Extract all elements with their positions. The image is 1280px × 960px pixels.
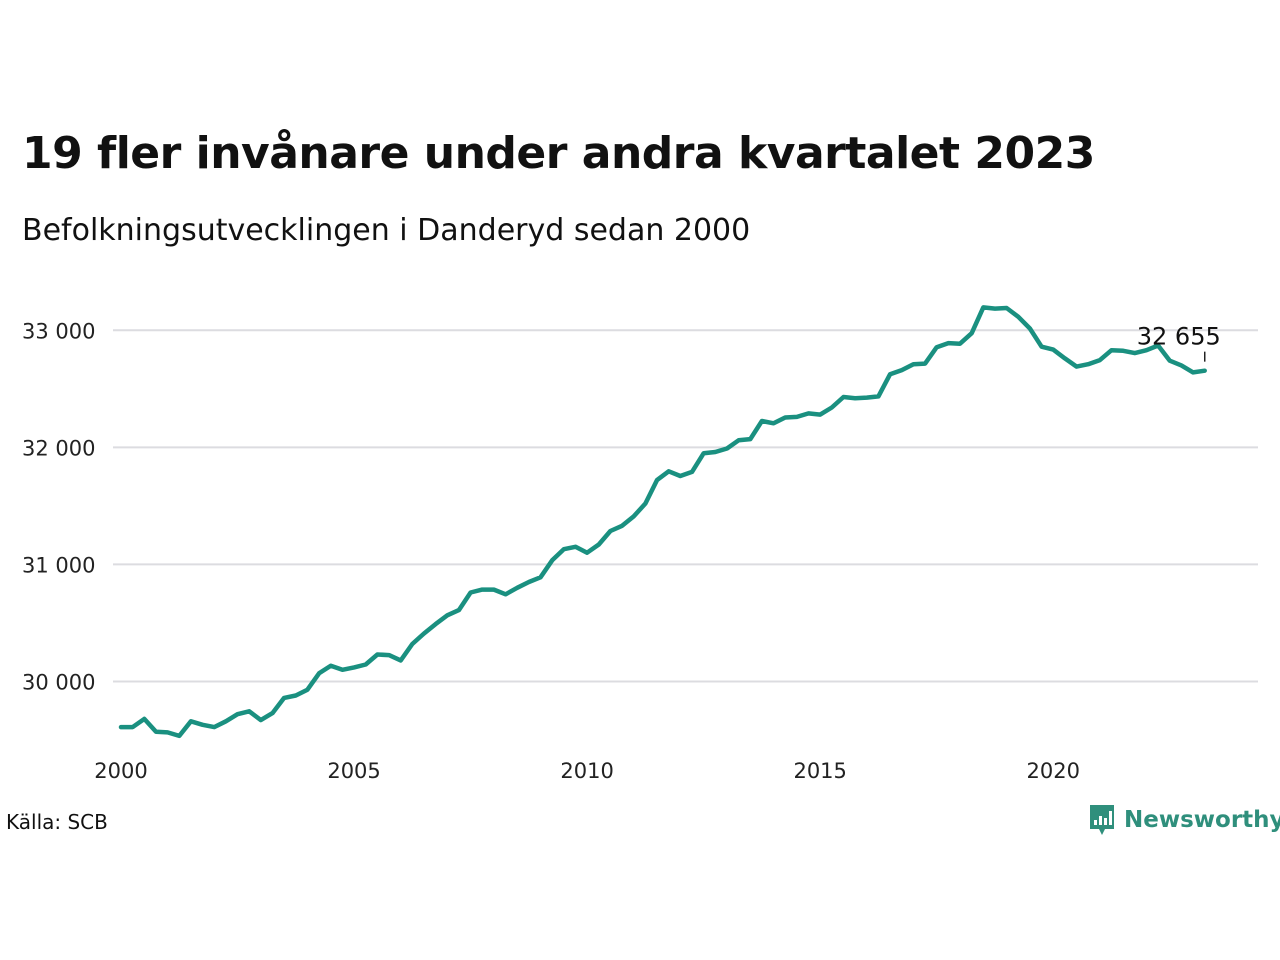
x-tick-label: 2000 [94, 759, 147, 783]
end-value-label: 32 655 [1137, 323, 1221, 351]
source-note: Källa: SCB [6, 810, 108, 834]
x-tick-label: 2010 [560, 759, 613, 783]
chart-subtitle: Befolkningsutvecklingen i Danderyd sedan… [22, 213, 751, 248]
grid-lines [113, 329, 1258, 683]
x-tick-label: 2020 [1027, 759, 1080, 783]
y-tick-label: 32 000 [22, 436, 95, 460]
series-line [118, 305, 1207, 739]
bar-chart-speech-bubble-icon [1090, 805, 1114, 835]
page-title: 19 fler invånare under andra kvartalet 2… [22, 128, 1095, 179]
y-tick-label: 30 000 [22, 670, 95, 694]
y-axis-ticks: 30 000 31 000 32 000 33 000 [22, 319, 95, 694]
x-tick-label: 2015 [793, 759, 846, 783]
x-axis-ticks: 2000 2005 2010 2015 2020 [94, 759, 1080, 783]
brand-logo-group: Newsworthy [1088, 803, 1280, 837]
series-group [118, 305, 1207, 739]
y-tick-label: 33 000 [22, 319, 95, 343]
x-tick-label: 2005 [327, 759, 380, 783]
end-label-group: 32 655 [1137, 323, 1221, 362]
y-tick-label: 31 000 [22, 553, 95, 577]
brand-name: Newsworthy [1124, 807, 1280, 833]
